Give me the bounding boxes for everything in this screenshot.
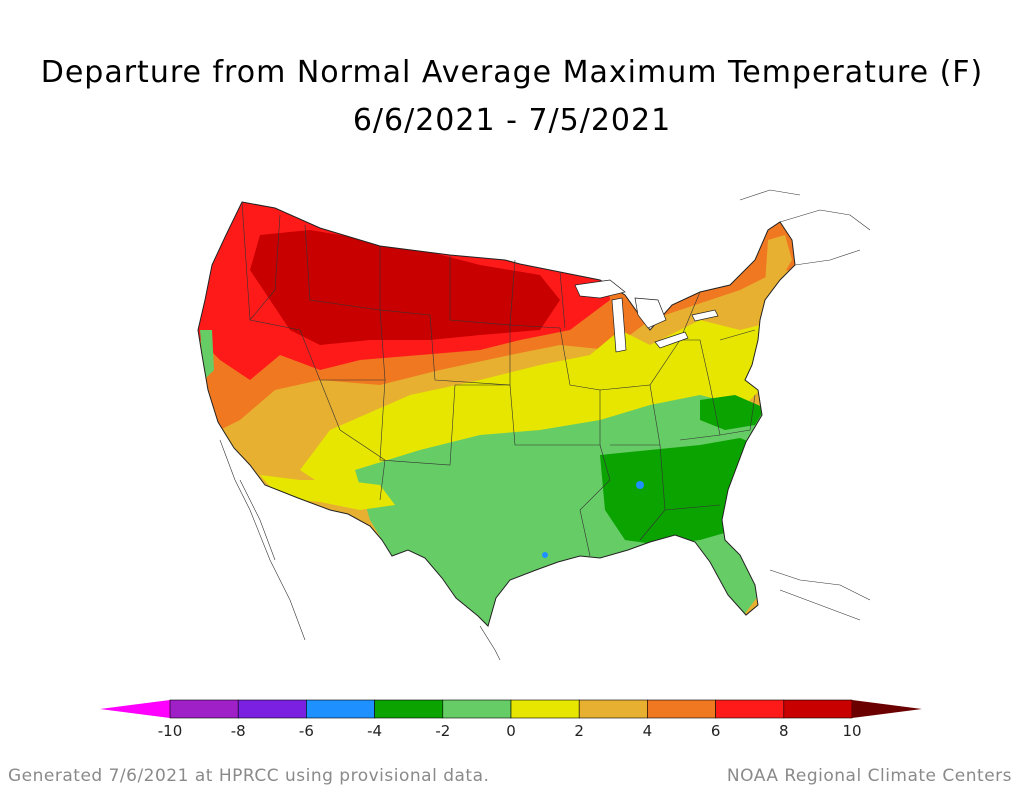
legend-tick: -2 — [435, 722, 451, 740]
legend-tick: -4 — [367, 722, 383, 740]
color-legend — [100, 699, 922, 719]
legend-tick: -10 — [157, 722, 183, 740]
legend-bin-5 — [510, 699, 580, 719]
map-title-line1: Departure from Normal Average Maximum Te… — [40, 55, 984, 90]
legend-bin-7 — [647, 699, 716, 719]
legend-tick: 2 — [574, 722, 584, 740]
legend-bin-3 — [374, 699, 444, 719]
great-lakes — [574, 279, 719, 353]
legend-bin-0 — [169, 699, 239, 719]
legend-tick: 8 — [779, 722, 789, 740]
temperature-fill — [198, 202, 795, 626]
map-title-line2: 6/6/2021 - 7/5/2021 — [352, 103, 672, 138]
state-boundaries — [241, 201, 756, 557]
legend-bin-1 — [237, 699, 307, 719]
legend-bin-8 — [715, 699, 785, 719]
legend-tick: 6 — [710, 722, 721, 740]
legend-bin-4 — [442, 699, 512, 719]
neighbor-outlines — [219, 189, 871, 660]
legend-tick: 0 — [506, 722, 516, 740]
footer-attribution: NOAA Regional Climate Centers — [726, 766, 1012, 786]
legend-bin-2 — [306, 699, 375, 719]
us-outline — [197, 201, 796, 627]
legend-tick: -6 — [298, 722, 314, 740]
legend-bin-9 — [783, 699, 853, 719]
legend-tick: 4 — [642, 722, 653, 740]
legend-bin-6 — [578, 699, 648, 719]
footer-generated-note: Generated 7/6/2021 at HPRCC using provis… — [8, 766, 490, 786]
legend-tick: 10 — [842, 722, 862, 740]
temperature-departure-map — [197, 189, 871, 660]
legend-over-arrow — [852, 700, 922, 718]
legend-under-arrow — [100, 700, 170, 718]
legend-tick: -8 — [230, 722, 246, 740]
